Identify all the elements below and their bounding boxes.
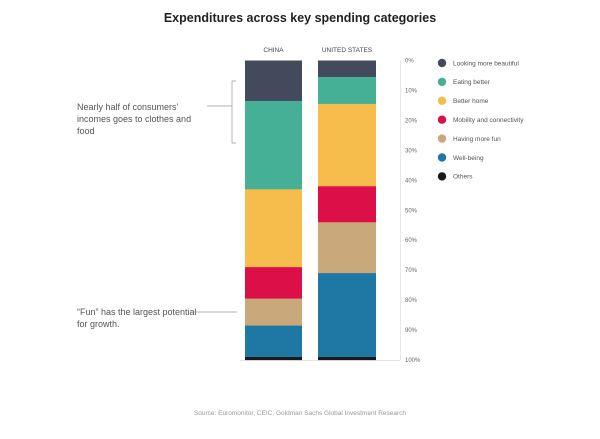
bar-segment-united-states-others — [318, 357, 376, 361]
bar-segment-china-others — [245, 357, 302, 361]
column-label-united-states: UNITED STATES — [321, 47, 373, 54]
bar-segment-china-better-home — [245, 189, 302, 268]
legend-label: Mobility and connectivity — [453, 117, 524, 124]
y-tick-label: 100% — [405, 358, 421, 364]
legend-label: Eating better — [453, 79, 491, 86]
bar-segment-united-states-mobility-and-connectivity — [318, 186, 376, 223]
legend-swatch — [437, 134, 447, 143]
legend-swatch — [437, 96, 447, 106]
bar-segment-united-states-better-home — [318, 103, 376, 187]
y-tick-label: 70% — [405, 268, 418, 274]
legend-label: Better home — [453, 98, 489, 105]
bar-segment-china-looking-more-beautiful — [245, 60, 302, 102]
y-tick-label: 30% — [405, 148, 418, 154]
chart-title: Expenditures across key spending categor… — [163, 11, 437, 25]
legend-label: Well-being — [453, 155, 484, 162]
bar-segment-china-mobility-and-connectivity — [245, 267, 302, 299]
y-tick-label: 20% — [405, 118, 418, 124]
annotation-fun-growth: “Fun” has the largest potential for grow… — [77, 307, 197, 329]
legend-label: Looking more beautiful — [453, 60, 519, 67]
y-tick-label: 60% — [405, 238, 418, 244]
bar-segment-united-states-looking-more-beautiful — [318, 60, 376, 78]
y-tick-label: 50% — [405, 208, 418, 214]
y-tick-label: 90% — [405, 328, 418, 334]
source-note: Source: Euromonitor, CEIC, Goldman Sachs… — [193, 410, 407, 417]
y-tick-label: 10% — [405, 88, 418, 94]
y-tick-label: 80% — [405, 298, 418, 304]
bar-segment-united-states-having-more-fun — [318, 222, 376, 274]
legend-label: Others — [453, 174, 473, 181]
legend-swatch — [437, 115, 447, 124]
legend-swatch — [437, 153, 447, 162]
y-tick-label: 40% — [405, 178, 418, 184]
annotation-clothes-food: Nearly half of consumers' incomes goes t… — [77, 102, 192, 136]
legend-label: Having more fun — [453, 136, 501, 143]
bracket-line — [231, 80, 236, 144]
bar-segment-china-eating-better — [245, 100, 302, 190]
bar-segment-united-states-eating-better — [318, 76, 376, 105]
legend-swatch — [437, 77, 447, 87]
bar-segment-china-well-being — [245, 325, 302, 358]
annotation-bracket — [207, 80, 236, 144]
legend-swatch — [437, 58, 447, 68]
y-tick-label: 0% — [405, 59, 414, 65]
bar-segment-united-states-well-being — [318, 273, 376, 358]
legend-swatch — [437, 172, 447, 181]
bar-segment-china-having-more-fun — [245, 298, 302, 326]
column-label-china: CHINA — [263, 47, 284, 54]
